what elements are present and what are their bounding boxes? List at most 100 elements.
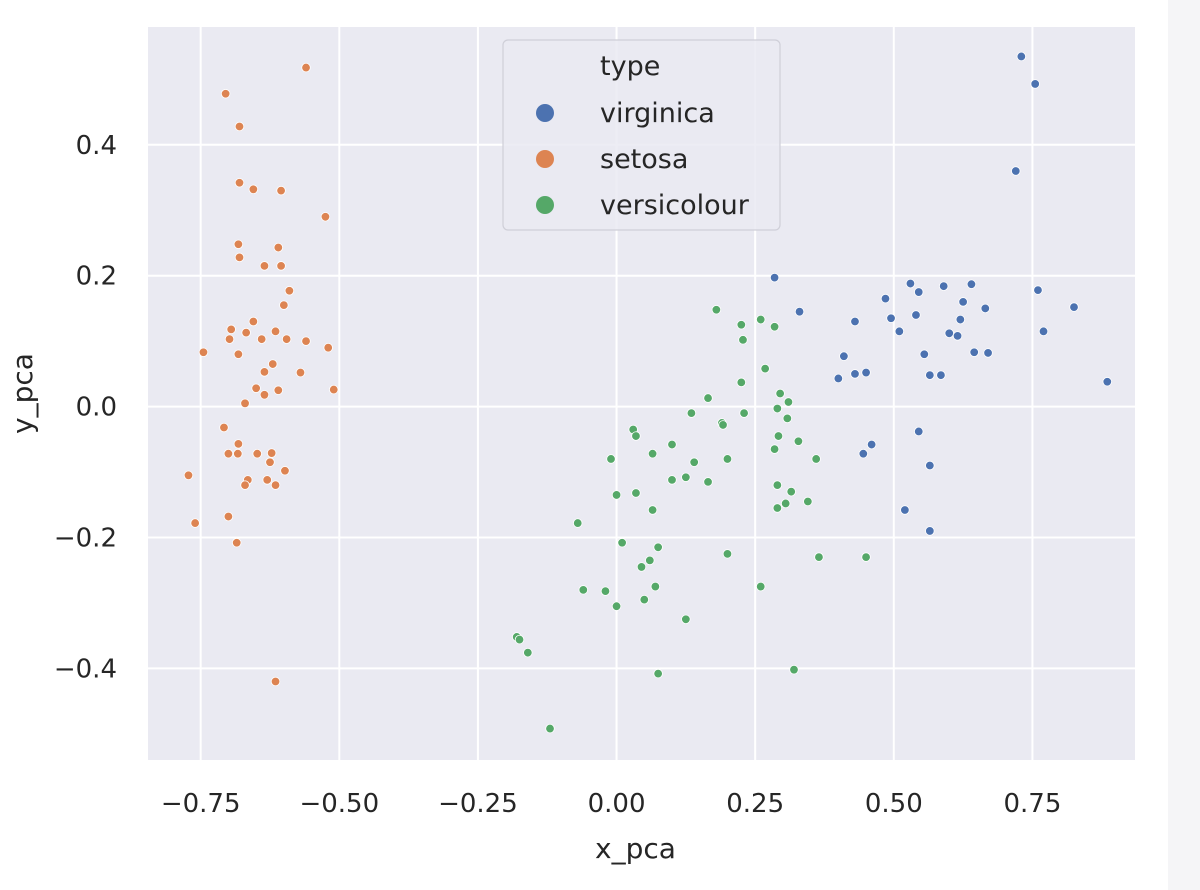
point-setosa bbox=[248, 184, 259, 195]
point-versicolour bbox=[782, 413, 793, 424]
point-virginica bbox=[886, 313, 896, 323]
point-versicolour bbox=[772, 403, 783, 414]
point-virginica bbox=[1069, 302, 1079, 312]
point-setosa bbox=[198, 347, 209, 357]
point-setosa bbox=[233, 439, 244, 449]
point-setosa bbox=[270, 676, 281, 687]
data-points bbox=[183, 51, 1112, 734]
point-virginica bbox=[1016, 51, 1027, 62]
point-versicolour bbox=[775, 388, 785, 399]
point-virginica bbox=[1030, 79, 1040, 89]
point-virginica bbox=[952, 331, 963, 341]
point-versicolour bbox=[814, 552, 824, 562]
point-setosa bbox=[240, 480, 250, 490]
point-setosa bbox=[251, 383, 261, 393]
point-versicolour bbox=[667, 475, 677, 485]
point-versicolour bbox=[611, 490, 622, 500]
point-setosa bbox=[329, 384, 339, 395]
point-versicolour bbox=[545, 723, 555, 734]
point-virginica bbox=[894, 326, 905, 337]
point-versicolour bbox=[769, 444, 780, 454]
x-tick-label: 0.25 bbox=[726, 789, 784, 819]
point-virginica bbox=[914, 426, 924, 437]
point-versicolour bbox=[600, 586, 611, 596]
point-versicolour bbox=[772, 480, 783, 490]
point-virginica bbox=[858, 449, 868, 459]
point-versicolour bbox=[711, 305, 722, 315]
point-setosa bbox=[259, 390, 270, 400]
point-setosa bbox=[226, 324, 236, 335]
legend-box bbox=[502, 39, 781, 231]
point-versicolour bbox=[650, 581, 661, 592]
point-versicolour bbox=[681, 472, 691, 482]
y-tick-label: 0.0 bbox=[76, 393, 117, 423]
point-setosa bbox=[276, 185, 286, 196]
point-versicolour bbox=[667, 439, 677, 450]
point-setosa bbox=[301, 336, 311, 346]
legend-entries: virginica setosa versicolour bbox=[536, 98, 750, 221]
point-versicolour bbox=[783, 397, 794, 407]
x-tick-label: 0.75 bbox=[1003, 789, 1061, 819]
point-setosa bbox=[223, 511, 234, 522]
point-versicolour bbox=[689, 457, 699, 467]
point-virginica bbox=[794, 306, 805, 317]
point-versicolour bbox=[780, 498, 791, 509]
point-setosa bbox=[224, 334, 235, 344]
point-virginica bbox=[866, 439, 877, 450]
point-virginica bbox=[850, 369, 860, 379]
point-setosa bbox=[270, 326, 281, 337]
y-tick-label: −0.2 bbox=[54, 523, 117, 553]
point-versicolour bbox=[736, 320, 747, 330]
point-setosa bbox=[268, 359, 278, 369]
point-setosa bbox=[234, 252, 245, 263]
point-versicolour bbox=[789, 664, 799, 675]
point-setosa bbox=[256, 334, 267, 344]
point-virginica bbox=[905, 278, 916, 289]
point-setosa bbox=[252, 449, 262, 459]
point-setosa bbox=[273, 385, 284, 395]
point-versicolour bbox=[722, 549, 733, 559]
point-virginica bbox=[880, 293, 891, 304]
point-setosa bbox=[259, 367, 270, 377]
point-setosa bbox=[183, 470, 194, 481]
point-setosa bbox=[240, 398, 250, 409]
point-versicolour bbox=[606, 454, 616, 464]
point-versicolour bbox=[653, 542, 663, 552]
point-versicolour bbox=[631, 431, 641, 441]
point-setosa bbox=[232, 538, 242, 548]
point-virginica bbox=[919, 349, 929, 359]
point-versicolour bbox=[573, 518, 583, 528]
point-virginica bbox=[769, 272, 780, 283]
point-virginica bbox=[925, 460, 935, 471]
point-versicolour bbox=[681, 614, 691, 624]
point-setosa bbox=[281, 334, 292, 344]
point-versicolour bbox=[523, 647, 533, 658]
point-versicolour bbox=[738, 335, 748, 345]
point-setosa bbox=[279, 300, 289, 310]
point-versicolour bbox=[786, 486, 796, 497]
point-virginica bbox=[861, 367, 871, 378]
point-versicolour bbox=[769, 322, 780, 332]
point-versicolour bbox=[739, 408, 749, 418]
point-setosa bbox=[220, 89, 231, 99]
point-virginica bbox=[983, 348, 993, 358]
point-virginica bbox=[925, 370, 935, 380]
point-virginica bbox=[980, 303, 990, 314]
y-tick-label: −0.4 bbox=[54, 654, 117, 684]
y-tick-labels: −0.4 −0.2 0.0 0.2 0.4 bbox=[54, 131, 117, 685]
point-versicolour bbox=[617, 538, 627, 548]
legend-label-setosa: setosa bbox=[600, 144, 688, 175]
point-setosa bbox=[233, 449, 243, 459]
point-versicolour bbox=[756, 314, 766, 325]
window-edge bbox=[1168, 0, 1200, 890]
point-setosa bbox=[234, 178, 245, 188]
point-virginica bbox=[839, 351, 849, 361]
legend-title: type bbox=[600, 51, 660, 82]
point-setosa bbox=[284, 286, 295, 296]
point-setosa bbox=[295, 367, 306, 378]
point-virginica bbox=[966, 279, 977, 289]
x-tick-label: 0.00 bbox=[588, 789, 646, 819]
legend-marker-versicolour bbox=[536, 196, 554, 214]
point-virginica bbox=[833, 373, 844, 384]
point-versicolour bbox=[803, 496, 813, 507]
